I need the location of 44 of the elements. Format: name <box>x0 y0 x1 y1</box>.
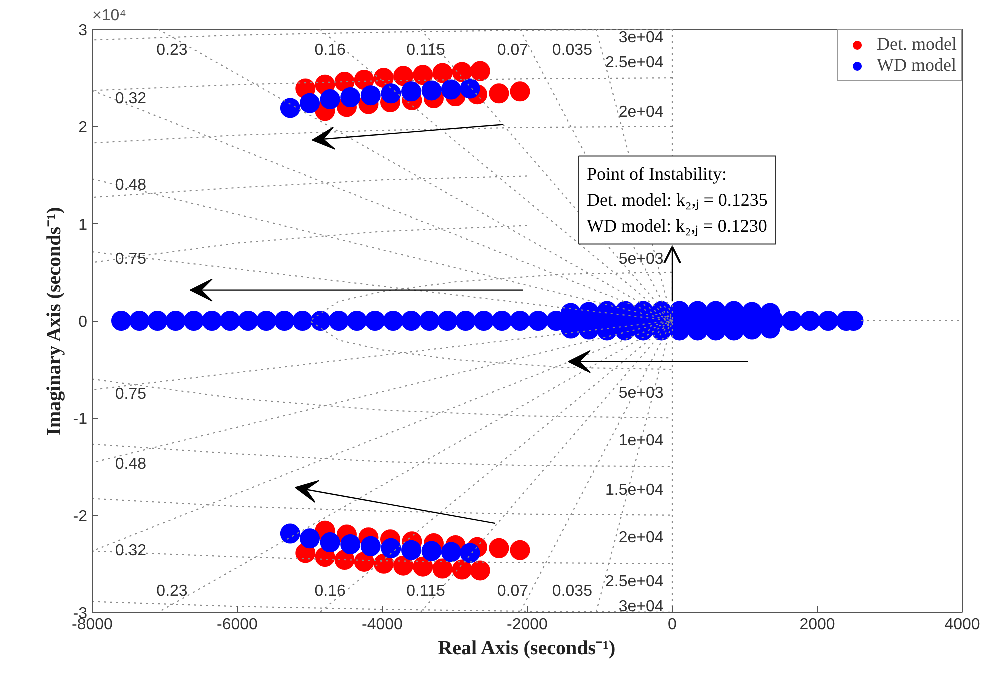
annotation: 0.035 <box>552 583 593 600</box>
annotation: 0.16 <box>314 583 346 600</box>
annotation: 0.115 <box>406 42 446 59</box>
annotation: 0.48 <box>115 176 147 194</box>
annotation: 0.07 <box>497 583 529 600</box>
legend-label: WD model <box>877 55 956 76</box>
x-tick-label: -4000 <box>362 616 404 634</box>
annotation: Point of Instability: Det. model: k₂,ⱼ = 0.1235 WD model: k₂,ⱼ = 0.1230 <box>586 164 768 238</box>
y-tick-label: -1 <box>73 411 88 428</box>
annotation: 0.115 <box>406 583 446 600</box>
annotation: 0.32 <box>115 542 147 560</box>
annotation: 1.5e+04 <box>606 482 664 500</box>
annotation: 1e+04 <box>618 432 664 450</box>
annotation: 0.75 <box>115 386 147 403</box>
x-tick-label: 4000 <box>944 616 980 634</box>
annotation: 2e+04 <box>618 530 664 547</box>
annotation: 0.32 <box>115 90 147 108</box>
annotation: 5e+03 <box>618 384 664 402</box>
annotation: 3e+04 <box>618 29 664 46</box>
annotation: 2.5e+04 <box>606 54 664 72</box>
y-tick-label: 1 <box>78 216 88 234</box>
x-axis-title: Real Axis (seconds⁻¹) <box>438 638 616 660</box>
x-tick-label: 2000 <box>800 616 836 634</box>
annotation: 0.23 <box>156 42 188 59</box>
annotation: 0.035 <box>552 42 593 59</box>
annotation: 0.16 <box>314 42 346 59</box>
y-tick-label: -2 <box>73 508 88 526</box>
annotation: 2.5e+04 <box>606 573 664 590</box>
y-tick-label: 3 <box>78 22 88 40</box>
x-tick-label: 0 <box>668 616 678 634</box>
x-tick-label: -2000 <box>507 616 548 634</box>
annotation: 5e+03 <box>618 250 664 268</box>
y-tick-label: 2 <box>78 120 88 137</box>
annotation: 3e+04 <box>618 598 664 616</box>
legend-label: Det. model <box>877 34 957 55</box>
y-tick-label: 0 <box>78 314 88 331</box>
annotation: 0.75 <box>115 250 147 268</box>
annotation: 0.07 <box>497 42 529 59</box>
text: ×10⁴ <box>92 8 127 24</box>
annotation: 0.48 <box>115 456 147 473</box>
annotation: 0.23 <box>156 583 188 600</box>
annotation: 2e+04 <box>618 104 664 122</box>
y-axis-title: Imaginary Axis (seconds⁻¹) <box>43 207 66 436</box>
x-tick-label: -6000 <box>217 616 258 634</box>
